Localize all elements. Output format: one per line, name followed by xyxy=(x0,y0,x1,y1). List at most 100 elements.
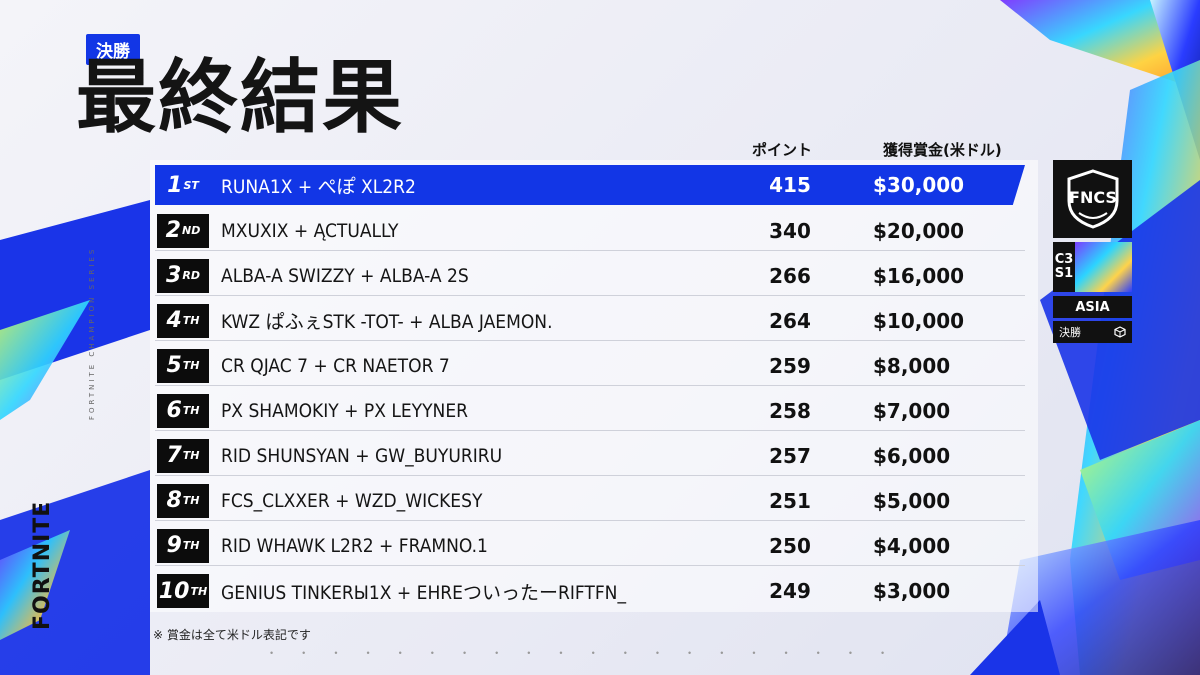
team-name: ALBA-A SWIZZY + ALBA-A 2S xyxy=(221,264,469,287)
rank-number: 4 xyxy=(166,308,182,333)
fncs-shield-icon: FNCS xyxy=(1067,169,1118,229)
team-points: 415 xyxy=(769,173,811,197)
rank-number: 7 xyxy=(166,443,182,468)
prize-column-header: 獲得賞金(米ドル) xyxy=(883,141,1002,159)
page-title: 最終結果 xyxy=(76,51,404,144)
rank-suffix: TH xyxy=(182,539,200,552)
result-row: 3 RD ALBA-A SWIZZY + ALBA-A 2S 266 $16,00… xyxy=(155,256,1025,296)
season-label: S1 xyxy=(1054,266,1074,281)
cube-icon xyxy=(1114,326,1126,338)
team-prize: $20,000 xyxy=(873,218,965,243)
stage-tag: 決勝 xyxy=(86,34,140,65)
dot-icon: • xyxy=(880,648,885,658)
team-points: 250 xyxy=(769,533,811,558)
team-points: 340 xyxy=(769,218,811,243)
rank-number: 8 xyxy=(166,488,182,513)
event-badge: FNCS C3 S1 ASIA 決勝 xyxy=(1053,160,1132,343)
dot-icon: • xyxy=(784,648,788,658)
result-row: 7 TH RID SHUNSYAN + GW_BUYURIRU 257 $6,00… xyxy=(155,436,1025,476)
rank-suffix: TH xyxy=(182,449,200,462)
fortnite-logo: FORTNITE xyxy=(30,500,55,630)
team-name: FCS_CLXXER + WZD_WICKESY xyxy=(221,489,483,512)
rank-suffix: TH xyxy=(182,494,200,507)
rank-suffix: TH xyxy=(182,359,200,372)
rank-suffix: TH xyxy=(182,314,200,327)
team-name: RID SHUNSYAN + GW_BUYURIRU xyxy=(221,444,503,467)
stage-label: 決勝 xyxy=(1059,326,1081,339)
team-points: 264 xyxy=(769,308,811,333)
team-name: RID WHAWK L2R2 + FRAMNO.1 xyxy=(221,534,488,557)
chapter-label: C3 xyxy=(1054,251,1074,267)
team-prize: $3,000 xyxy=(873,579,951,603)
dot-icon: • xyxy=(591,648,595,658)
footer-icons: • • • • • • • • • • • • • • • • • • • • xyxy=(270,648,884,658)
dot-icon: • xyxy=(527,648,531,658)
points-column-header: ポイント xyxy=(752,141,813,159)
team-prize: $10,000 xyxy=(873,308,965,333)
team-prize: $8,000 xyxy=(873,353,951,378)
season-text: C3 S1 xyxy=(1053,242,1075,292)
dot-icon: • xyxy=(398,648,402,658)
dot-icon: • xyxy=(302,648,306,658)
season-artwork xyxy=(1075,242,1132,292)
team-prize: $6,000 xyxy=(873,443,951,468)
team-name: KWZ ぱふぇSTK -TOT- + ALBA JAEMON. xyxy=(221,311,553,333)
team-name: MXUXIX + ĄCTUALLY xyxy=(221,219,399,242)
series-label: FORTNITE CHAMPION SERIES xyxy=(88,246,96,420)
rank-badge: 9 TH xyxy=(157,528,209,563)
rank-badge: 5 TH xyxy=(157,348,209,383)
result-row: 2 ND MXUXIX + ĄCTUALLY 340 $20,000 xyxy=(155,211,1025,251)
dot-icon: • xyxy=(366,648,370,658)
team-name: RUNA1X + ぺぽ XL2R2 xyxy=(221,175,416,198)
dot-icon: • xyxy=(848,648,852,658)
prize-note: ※ 賞金は全て米ドル表記です xyxy=(153,628,311,642)
rank-number: 10 xyxy=(158,578,190,604)
team-name: CR QJAC 7 + CR NAETOR 7 xyxy=(221,354,450,377)
rank-number: 5 xyxy=(166,353,182,378)
result-row: 10 TH GENIUS TINKERЫ1X + EHREついったーRIFTFN_… xyxy=(155,571,1025,611)
rank-number: 6 xyxy=(166,398,182,423)
region-label: ASIA xyxy=(1053,296,1132,318)
rank-badge: 1 ST xyxy=(157,168,209,202)
dot-icon: • xyxy=(495,648,499,658)
dot-icon: • xyxy=(462,648,467,658)
rank-number: 3 xyxy=(166,263,182,288)
rank-badge: 10 TH xyxy=(157,574,209,608)
team-prize: $30,000 xyxy=(873,173,965,197)
rank-suffix: ND xyxy=(181,224,201,237)
rank-badge: 4 TH xyxy=(157,303,209,338)
team-points: 258 xyxy=(769,398,811,423)
team-points: 251 xyxy=(769,488,811,513)
rank-number: 2 xyxy=(165,218,181,243)
dot-icon: • xyxy=(334,648,338,658)
result-row: 8 TH FCS_CLXXER + WZD_WICKESY 251 $5,000 xyxy=(155,481,1025,521)
rank-suffix: RD xyxy=(182,269,200,282)
dot-icon: • xyxy=(688,648,692,658)
rank-badge: 7 TH xyxy=(157,438,209,473)
team-prize: $5,000 xyxy=(873,488,951,513)
stage-label-box: 決勝 xyxy=(1053,321,1132,343)
rank-number: 1 xyxy=(167,172,183,198)
badge-logo-text: FNCS xyxy=(1069,188,1117,207)
team-points: 249 xyxy=(769,579,811,603)
dot-icon: • xyxy=(430,648,434,658)
result-row: 1 ST RUNA1X + ぺぽ XL2R2 415 $30,000 xyxy=(155,165,1025,205)
dot-icon: • xyxy=(270,648,274,658)
team-prize: $7,000 xyxy=(873,398,951,423)
fncs-logo: FNCS xyxy=(1053,160,1132,238)
team-points: 257 xyxy=(769,443,811,468)
result-row: 4 TH KWZ ぱふぇSTK -TOT- + ALBA JAEMON. 264 … xyxy=(155,301,1025,341)
team-prize: $16,000 xyxy=(873,263,965,288)
team-prize: $4,000 xyxy=(873,533,951,558)
result-row: 5 TH CR QJAC 7 + CR NAETOR 7 259 $8,000 xyxy=(155,346,1025,386)
rank-number: 9 xyxy=(166,533,182,558)
dot-icon: • xyxy=(720,648,724,658)
dot-icon: • xyxy=(623,648,627,658)
dot-icon: • xyxy=(752,648,756,658)
rank-badge: 2 ND xyxy=(157,213,209,248)
dot-icon: • xyxy=(816,648,820,658)
rank-badge: 8 TH xyxy=(157,483,209,518)
dot-icon: • xyxy=(559,648,563,658)
team-points: 266 xyxy=(769,263,811,288)
result-row: 9 TH RID WHAWK L2R2 + FRAMNO.1 250 $4,000 xyxy=(155,526,1025,566)
